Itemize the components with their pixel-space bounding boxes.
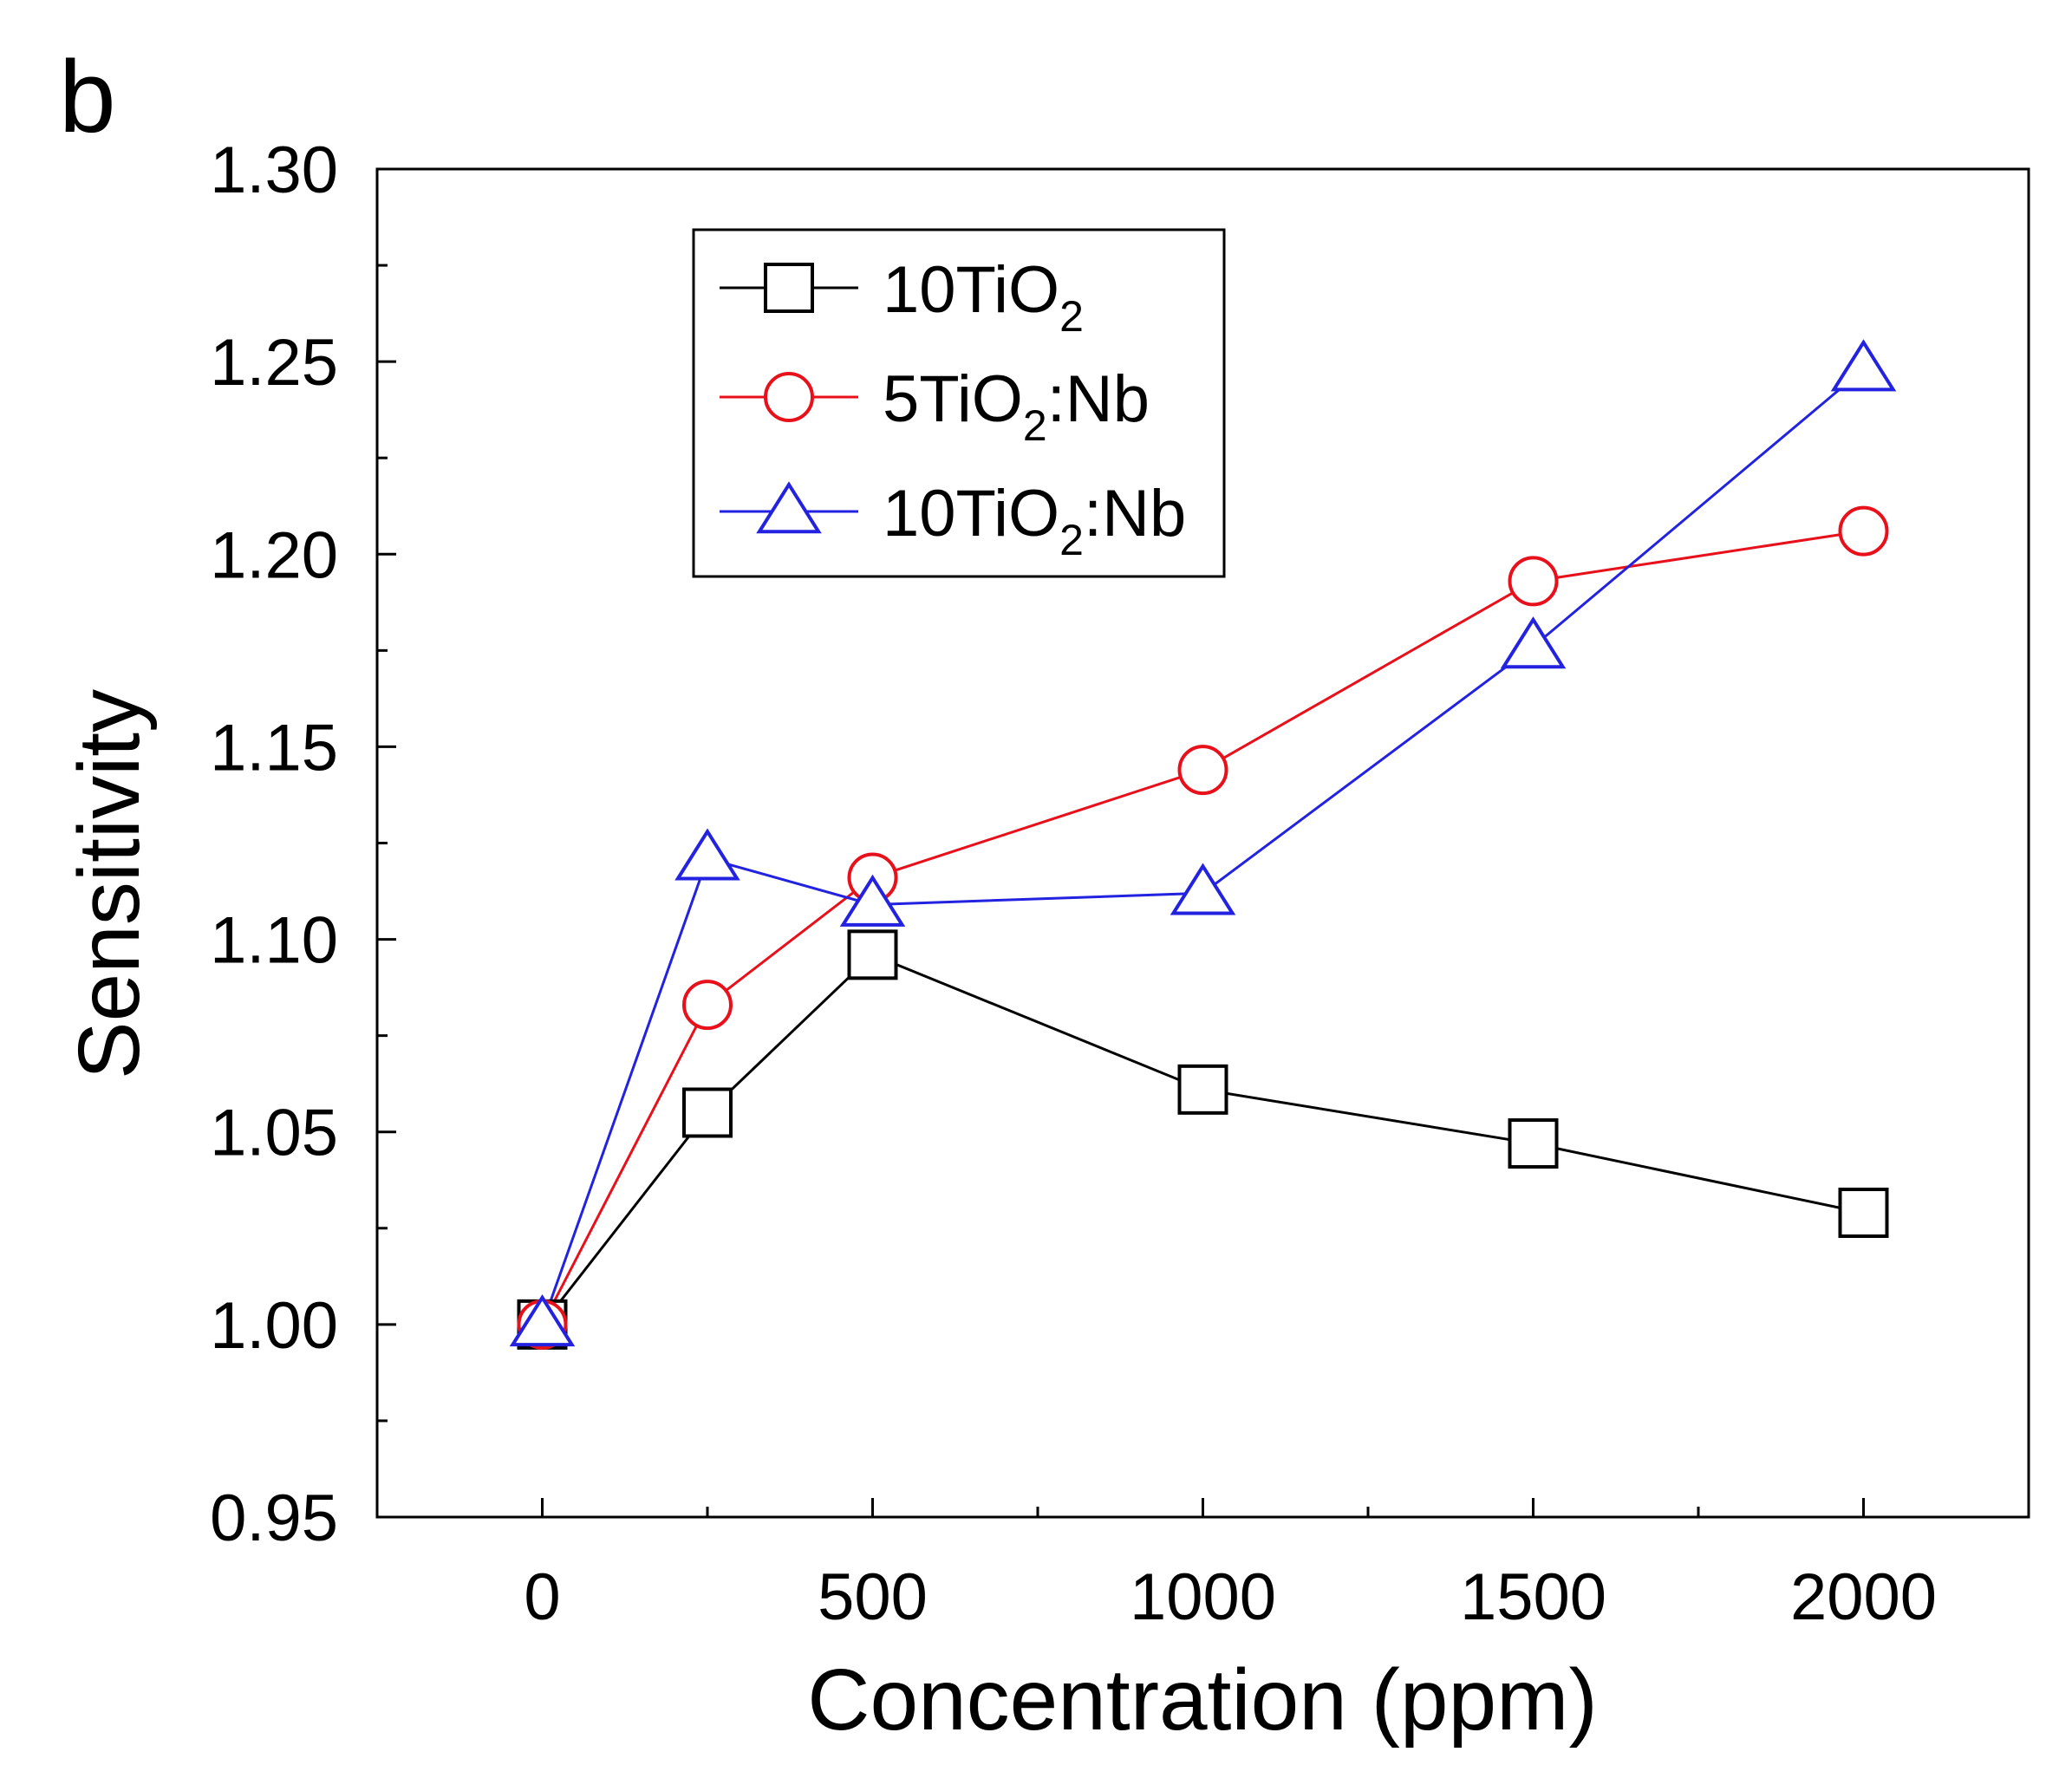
y-tick-label: 1.20 [210, 518, 338, 592]
y-axis-label: Sensitivity [61, 689, 158, 1079]
x-tick-labels: 0 500 1000 1500 2000 [524, 1560, 1937, 1634]
data-point-triangle [839, 874, 906, 927]
data-point-circle [1508, 556, 1559, 607]
x-tick-label: 0 [524, 1560, 560, 1634]
y-tick-label: 1.15 [210, 711, 338, 785]
data-point-triangle [1500, 616, 1567, 669]
legend: 10TiO2 5TiO2:Nb 10TiO2:Nb [692, 228, 1226, 578]
plot-frame [375, 167, 2030, 1519]
y-tick-label: 1.05 [210, 1097, 338, 1170]
data-point-square [847, 929, 898, 980]
legend-label: 5TiO2:Nb [883, 362, 1150, 450]
legend-marker-circle [764, 372, 814, 422]
data-point-triangle [1170, 863, 1236, 915]
x-axis-label: Concentration (ppm) [807, 1651, 1598, 1749]
series-line-2 [541, 368, 1865, 1325]
x-tick-label: 500 [818, 1560, 928, 1634]
series-line-1 [541, 530, 1864, 1325]
series-line-0 [541, 953, 1864, 1325]
legend-marker-square [764, 263, 814, 313]
data-point-square [682, 1087, 733, 1138]
panel-label: b [59, 40, 116, 154]
data-point-circle [682, 980, 733, 1031]
x-tick-label: 1000 [1130, 1560, 1276, 1634]
series-lines [541, 368, 1865, 1325]
y-tick-label: 1.30 [210, 134, 338, 207]
legend-label: 10TiO2:Nb [883, 477, 1186, 564]
y-tick-label: 1.00 [210, 1289, 338, 1363]
data-point-square [1177, 1064, 1228, 1115]
data-point-triangle [509, 1294, 576, 1347]
data-point-square [1508, 1118, 1559, 1169]
data-point-triangle [1830, 339, 1897, 392]
y-tick-label: 1.25 [210, 326, 338, 400]
data-point-square [1838, 1188, 1889, 1239]
axis-ticks [377, 167, 1865, 1519]
data-point-triangle [674, 828, 740, 881]
x-tick-label: 2000 [1790, 1560, 1937, 1634]
series-markers [509, 339, 1897, 1350]
legend-label: 10TiO2 [883, 253, 1084, 341]
legend-marker-triangle [756, 481, 822, 534]
data-point-circle [1177, 745, 1228, 796]
y-tick-label: 1.10 [210, 904, 338, 978]
data-point-circle [1838, 505, 1889, 557]
y-tick-label: 0.95 [210, 1482, 338, 1555]
y-tick-labels: 0.95 1.00 1.05 1.10 1.15 1.20 1.25 1.30 [210, 134, 338, 1555]
x-tick-label: 1500 [1460, 1560, 1606, 1634]
